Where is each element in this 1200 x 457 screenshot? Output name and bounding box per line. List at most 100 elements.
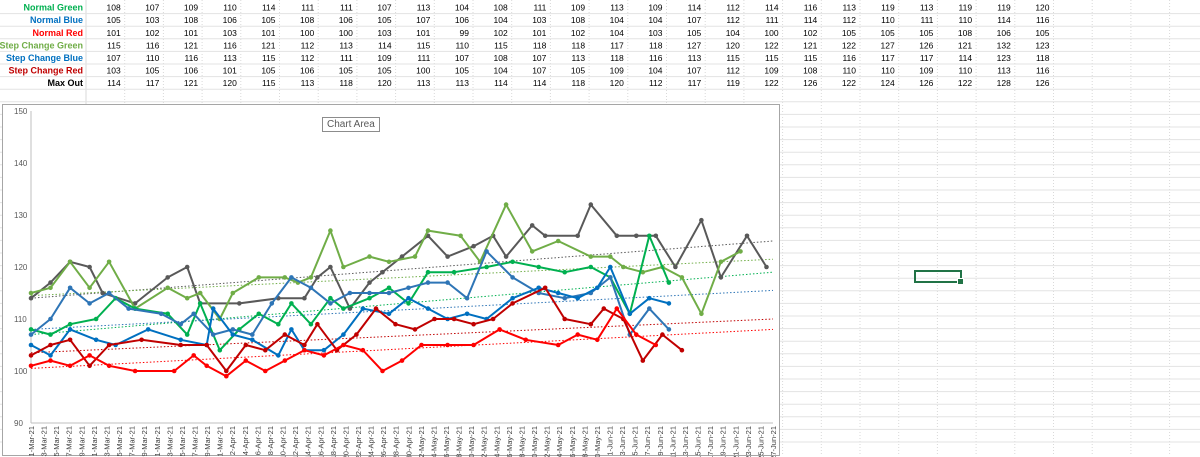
cell-value[interactable]: 113 xyxy=(339,40,353,50)
data-point[interactable] xyxy=(67,259,73,265)
row-label[interactable]: Step Change Red xyxy=(8,66,83,76)
cell-value[interactable]: 106 xyxy=(455,15,469,25)
data-point[interactable] xyxy=(250,337,255,343)
data-point[interactable] xyxy=(445,280,450,285)
data-point[interactable] xyxy=(412,254,418,259)
data-point[interactable] xyxy=(555,238,561,244)
cell-value[interactable]: 107 xyxy=(532,66,546,76)
cell-value[interactable]: 105 xyxy=(145,66,159,76)
cell-value[interactable]: 109 xyxy=(184,3,198,13)
data-point[interactable] xyxy=(210,306,216,311)
data-point[interactable] xyxy=(367,280,372,285)
data-point[interactable] xyxy=(399,254,405,259)
data-point[interactable] xyxy=(197,290,203,296)
cell-value[interactable]: 110 xyxy=(881,15,895,25)
cell-value[interactable]: 126 xyxy=(919,78,933,88)
data-point[interactable] xyxy=(471,321,476,327)
cell-value[interactable]: 110 xyxy=(842,66,856,76)
data-point[interactable] xyxy=(647,233,652,239)
cell-value[interactable]: 117 xyxy=(881,53,895,63)
cell-value[interactable]: 102 xyxy=(145,28,159,38)
cell-value[interactable]: 113 xyxy=(455,78,469,88)
data-point[interactable] xyxy=(764,264,769,270)
cell-value[interactable]: 104 xyxy=(610,15,624,25)
data-point[interactable] xyxy=(230,332,236,337)
data-point[interactable] xyxy=(28,342,34,348)
data-point[interactable] xyxy=(451,269,457,275)
data-point[interactable] xyxy=(595,285,600,291)
data-point[interactable] xyxy=(269,301,275,306)
cell-value[interactable]: 113 xyxy=(572,53,586,63)
cell-value[interactable]: 128 xyxy=(997,78,1011,88)
data-point[interactable] xyxy=(28,353,34,358)
cell-value[interactable]: 115 xyxy=(417,40,431,50)
data-point[interactable] xyxy=(48,332,53,337)
data-point[interactable] xyxy=(256,311,262,317)
cell-value[interactable]: 105 xyxy=(687,28,701,38)
data-point[interactable] xyxy=(542,233,548,239)
data-point[interactable] xyxy=(328,228,333,233)
data-point[interactable] xyxy=(406,285,411,291)
data-point[interactable] xyxy=(289,301,294,306)
cell-value[interactable]: 101 xyxy=(532,28,546,38)
data-point[interactable] xyxy=(191,353,196,358)
data-point[interactable] xyxy=(308,275,314,280)
data-point[interactable] xyxy=(562,316,567,322)
data-point[interactable] xyxy=(354,332,359,337)
cell-value[interactable]: 121 xyxy=(261,40,275,50)
cell-value[interactable]: 101 xyxy=(184,28,198,38)
data-point[interactable] xyxy=(386,290,392,296)
cell-value[interactable]: 115 xyxy=(107,40,121,50)
data-point[interactable] xyxy=(406,301,411,306)
cell-value[interactable]: 109 xyxy=(764,66,778,76)
cell-value[interactable]: 119 xyxy=(726,78,740,88)
row-label[interactable]: Max Out xyxy=(47,78,83,88)
data-point[interactable] xyxy=(48,280,53,285)
series-line[interactable] xyxy=(30,250,670,336)
data-point[interactable] xyxy=(224,368,229,374)
data-point[interactable] xyxy=(614,233,620,239)
cell-value[interactable]: 104 xyxy=(726,28,740,38)
data-point[interactable] xyxy=(87,264,92,270)
cell-value[interactable]: 107 xyxy=(532,53,546,63)
data-point[interactable] xyxy=(445,254,450,259)
data-point[interactable] xyxy=(48,358,53,363)
data-point[interactable] xyxy=(224,373,229,379)
data-point[interactable] xyxy=(490,316,496,322)
data-point[interactable] xyxy=(503,254,509,259)
cell-value[interactable]: 114 xyxy=(997,15,1011,25)
data-point[interactable] xyxy=(341,342,346,348)
cell-value[interactable]: 114 xyxy=(804,15,818,25)
data-point[interactable] xyxy=(106,363,112,369)
cell-value[interactable]: 100 xyxy=(416,66,430,76)
data-point[interactable] xyxy=(634,332,639,337)
data-point[interactable] xyxy=(510,275,515,280)
data-point[interactable] xyxy=(28,290,34,296)
cell-value[interactable]: 112 xyxy=(649,78,663,88)
data-point[interactable] xyxy=(282,358,288,363)
cell-value[interactable]: 113 xyxy=(417,78,431,88)
cell-value[interactable]: 105 xyxy=(842,28,856,38)
data-point[interactable] xyxy=(87,363,92,369)
data-point[interactable] xyxy=(276,321,281,327)
data-point[interactable] xyxy=(536,285,541,291)
cell-value[interactable]: 101 xyxy=(261,28,275,38)
data-point[interactable] xyxy=(575,233,580,239)
cell-value[interactable]: 111 xyxy=(340,3,353,13)
data-point[interactable] xyxy=(139,337,144,343)
cell-value[interactable]: 126 xyxy=(1035,78,1049,88)
data-point[interactable] xyxy=(608,264,613,270)
cell-value[interactable]: 106 xyxy=(184,66,198,76)
cell-value[interactable]: 105 xyxy=(261,15,275,25)
cell-value[interactable]: 105 xyxy=(1035,28,1049,38)
data-point[interactable] xyxy=(282,275,288,280)
cell-value[interactable]: 110 xyxy=(959,66,973,76)
cell-value[interactable]: 111 xyxy=(301,3,314,13)
cell-value[interactable]: 122 xyxy=(764,78,778,88)
cell-value[interactable]: 105 xyxy=(261,66,275,76)
data-point[interactable] xyxy=(217,347,223,353)
data-point[interactable] xyxy=(425,280,431,285)
data-point[interactable] xyxy=(666,301,672,306)
data-point[interactable] xyxy=(738,249,743,254)
data-point[interactable] xyxy=(204,363,209,369)
